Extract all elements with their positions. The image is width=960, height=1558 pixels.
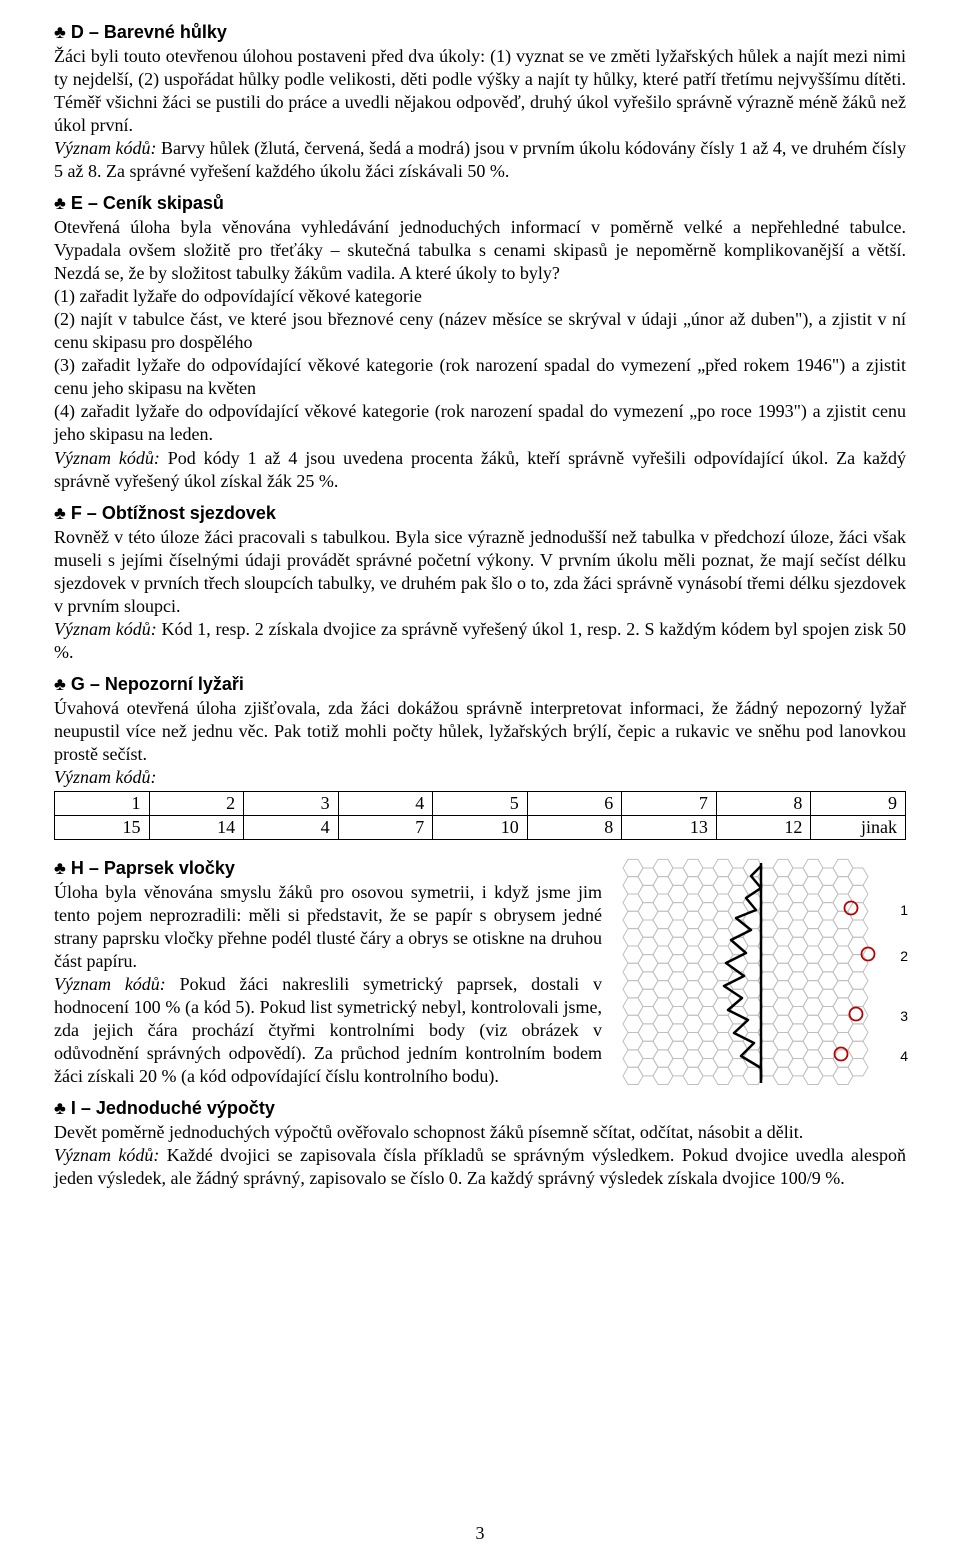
section-f-p2: Kód 1, resp. 2 získala dvojice za správn… <box>54 619 906 662</box>
page-number: 3 <box>0 1523 960 1544</box>
section-i: ♣ I – Jednoduché výpočty Devět poměrně j… <box>54 1098 906 1190</box>
section-e-meaning: Význam kódů: Pod kódy 1 až 4 jsou uveden… <box>54 447 906 493</box>
table-cell: 4 <box>338 791 433 815</box>
meaning-label: Význam kódů: <box>54 974 180 994</box>
section-e-l4: (4) zařadit lyžaře do odpovídající věkov… <box>54 400 906 446</box>
table-cell: 1 <box>55 791 150 815</box>
table-cell: 8 <box>527 815 622 839</box>
section-f-title: ♣ F – Obtížnost sjezdovek <box>54 503 906 524</box>
table-cell: 5 <box>433 791 528 815</box>
hex-figure: 1 2 3 4 <box>616 858 906 1088</box>
meaning-label: Význam kódů: <box>54 619 161 639</box>
section-e-title: ♣ E – Ceník skipasů <box>54 193 906 214</box>
hex-label-2: 2 <box>900 948 908 964</box>
section-h: ♣ H – Paprsek vločky Úloha byla věnována… <box>54 858 906 1088</box>
table-cell: 8 <box>716 791 811 815</box>
section-i-p2: Každé dvojici se zapisovala čísla příkla… <box>54 1145 906 1188</box>
section-d: ♣ D – Barevné hůlky Žáci byli touto otev… <box>54 22 906 183</box>
table-cell: 7 <box>338 815 433 839</box>
table-cell: 7 <box>622 791 717 815</box>
meaning-label: Význam kódů: <box>54 1145 167 1165</box>
hex-label-3: 3 <box>900 1008 908 1024</box>
section-g: ♣ G – Nepozorní lyžaři Úvahová otevřená … <box>54 674 906 840</box>
section-e-p2: Pod kódy 1 až 4 jsou uvedena procenta žá… <box>54 448 906 491</box>
section-h-p1: Úloha byla věnována smyslu žáků pro osov… <box>54 881 602 973</box>
section-g-p1: Úvahová otevřená úloha zjišťovala, zda ž… <box>54 697 906 766</box>
table-cell: 15 <box>55 815 150 839</box>
section-f: ♣ F – Obtížnost sjezdovek Rovněž v této … <box>54 503 906 664</box>
section-e-l1: (1) zařadit lyžaře do odpovídající věkov… <box>54 285 906 308</box>
section-f-p1: Rovněž v této úloze žáci pracovali s tab… <box>54 526 906 618</box>
table-cell: 9 <box>811 791 906 815</box>
table-cell: 10 <box>433 815 528 839</box>
table-cell: 12 <box>716 815 811 839</box>
table-cell: 14 <box>149 815 244 839</box>
section-i-title: ♣ I – Jednoduché výpočty <box>54 1098 906 1119</box>
table-cell: 6 <box>527 791 622 815</box>
section-e-l3: (3) zařadit lyžaře do odpovídající věkov… <box>54 354 906 400</box>
section-h-title: ♣ H – Paprsek vločky <box>54 858 602 879</box>
section-e-p1: Otevřená úloha byla věnována vyhledávání… <box>54 216 906 285</box>
meaning-label: Význam kódů: <box>54 138 161 158</box>
table-cell: 2 <box>149 791 244 815</box>
section-h-meaning: Význam kódů: Pokud žáci nakreslili symet… <box>54 973 602 1088</box>
table-cell: 3 <box>244 791 339 815</box>
section-e-l2: (2) najít v tabulce část, ve které jsou … <box>54 308 906 354</box>
section-i-p1: Devět poměrně jednoduchých výpočtů ověřo… <box>54 1121 906 1144</box>
table-cell: 4 <box>244 815 339 839</box>
table-row: 15 14 4 7 10 8 13 12 jinak <box>55 815 906 839</box>
meaning-label: Význam kódů: <box>54 767 156 787</box>
table-row: 1 2 3 4 5 6 7 8 9 <box>55 791 906 815</box>
section-d-p2: Barvy hůlek (žlutá, červená, šedá a modr… <box>54 138 906 181</box>
hex-label-1: 1 <box>900 902 908 918</box>
hex-label-4: 4 <box>900 1048 908 1064</box>
section-d-title: ♣ D – Barevné hůlky <box>54 22 906 43</box>
meaning-label: Význam kódů: <box>54 448 168 468</box>
section-d-p1: Žáci byli touto otevřenou úlohou postave… <box>54 45 906 137</box>
section-g-title: ♣ G – Nepozorní lyžaři <box>54 674 906 695</box>
section-d-meaning: Význam kódů: Barvy hůlek (žlutá, červená… <box>54 137 906 183</box>
codes-table: 1 2 3 4 5 6 7 8 9 15 14 4 7 10 8 13 12 j… <box>54 791 906 840</box>
section-e: ♣ E – Ceník skipasů Otevřená úloha byla … <box>54 193 906 492</box>
section-i-meaning: Význam kódů: Každé dvojici se zapisovala… <box>54 1144 906 1190</box>
table-cell: jinak <box>811 815 906 839</box>
table-cell: 13 <box>622 815 717 839</box>
section-f-meaning: Význam kódů: Kód 1, resp. 2 získala dvoj… <box>54 618 906 664</box>
page: ♣ D – Barevné hůlky Žáci byli touto otev… <box>0 0 960 1558</box>
